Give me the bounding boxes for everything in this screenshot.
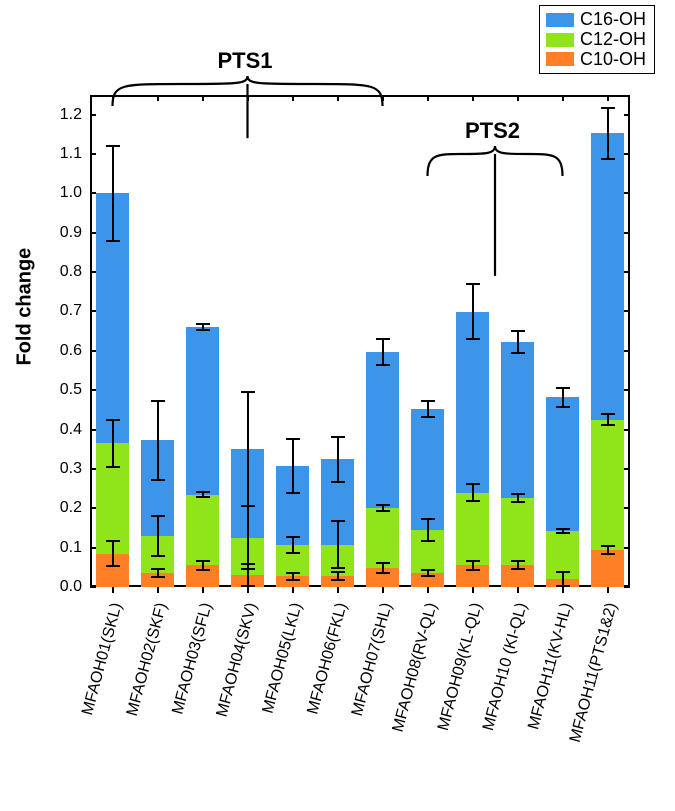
brace-pts2: [0, 0, 675, 811]
chart-root: Fold change0.00.10.20.30.40.50.60.70.80.…: [0, 0, 675, 811]
annotation-pts2: PTS2: [465, 118, 520, 144]
